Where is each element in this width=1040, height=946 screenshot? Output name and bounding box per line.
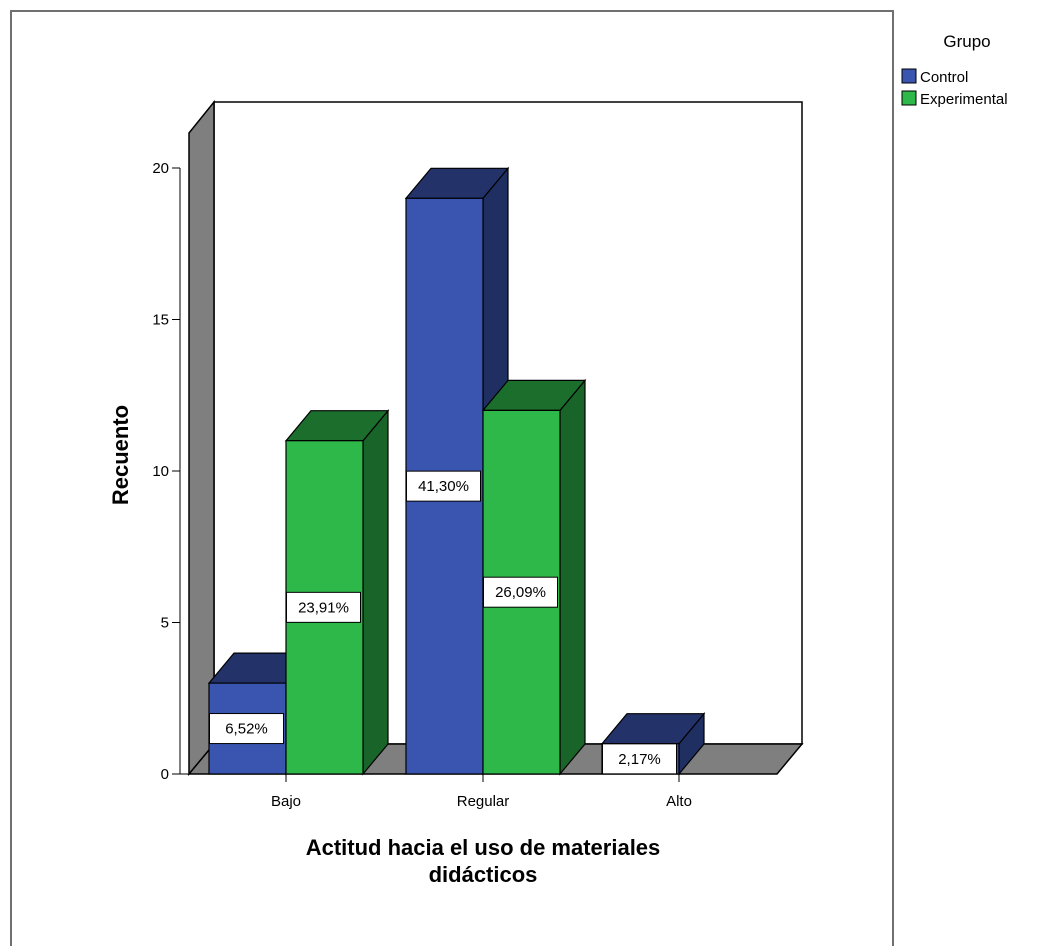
data-label-text: 23,91% <box>298 599 349 616</box>
y-axis: 0 5 10 15 20 <box>152 160 181 783</box>
y-tick-label: 15 <box>152 312 169 329</box>
data-label-box <box>602 743 677 775</box>
x-axis-title: Actitud hacia el uso de materiales didáct… <box>306 835 661 887</box>
legend-label: Experimental <box>920 91 1008 108</box>
y-axis-title: Recuento <box>108 405 133 505</box>
legend-label: Control <box>920 69 968 86</box>
data-label-text: 2,17% <box>618 751 661 768</box>
y-tick-label: 5 <box>161 615 169 632</box>
data-label: 6,52% <box>209 713 284 745</box>
data-label-box <box>483 576 558 608</box>
data-label: 26,09% <box>483 576 558 608</box>
bar-side <box>559 378 586 776</box>
legend-swatch <box>901 68 917 84</box>
data-label-text: 41,30% <box>418 478 469 495</box>
y-tick-label: 0 <box>161 766 169 783</box>
legend-item-experimental: Experimental <box>901 90 1008 108</box>
x-axis: Bajo Regular Alto <box>180 773 777 810</box>
x-tick-label: Alto <box>666 793 692 810</box>
y-tick-label: 20 <box>152 160 169 177</box>
data-label: 41,30% <box>406 470 481 502</box>
legend-swatch <box>901 90 917 106</box>
legend-title: Grupo <box>943 32 990 51</box>
data-label-text: 6,52% <box>225 721 268 738</box>
x-tick-label: Bajo <box>271 793 301 810</box>
y-tick-label: 10 <box>152 463 169 480</box>
data-label: 2,17% <box>602 743 677 775</box>
data-labels-group: 6,52% 23,91% 41,30% 26,09% 2,17% <box>209 470 677 775</box>
data-label-box <box>286 591 361 623</box>
data-label: 23,91% <box>286 591 361 623</box>
data-label-box <box>209 713 284 745</box>
legend: Grupo Control Experimental <box>901 32 1008 108</box>
legend-item-control: Control <box>901 68 968 86</box>
bar-side <box>362 409 389 776</box>
data-label-text: 26,09% <box>495 584 546 601</box>
left-wall <box>188 99 215 777</box>
x-tick-label: Regular <box>457 793 510 810</box>
data-label-box <box>406 470 481 502</box>
